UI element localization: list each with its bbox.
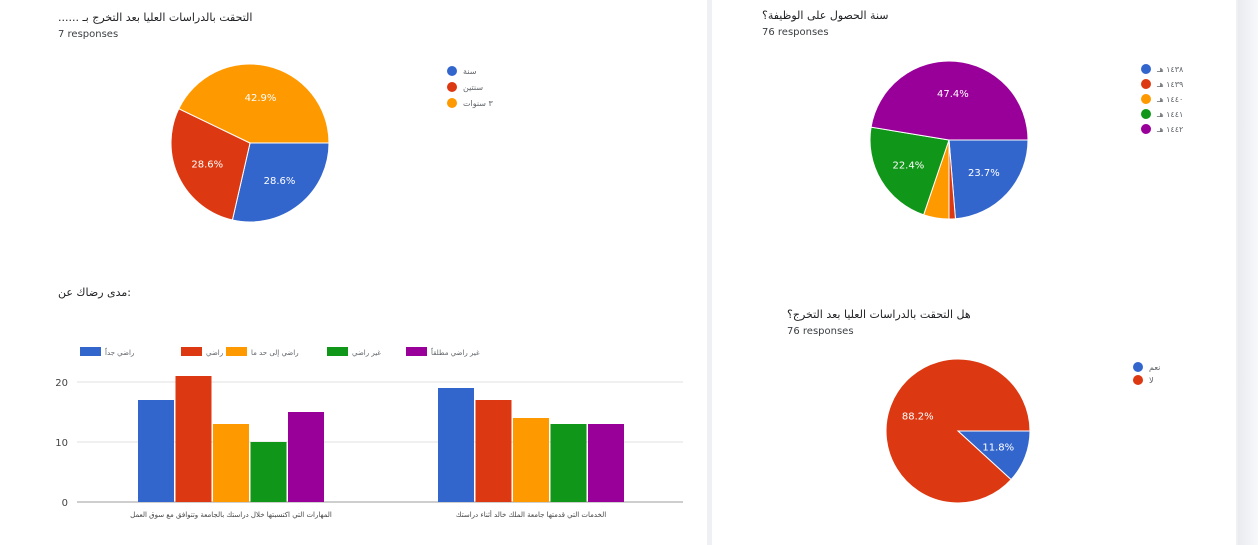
legend-swatch [1141,124,1151,134]
legend-swatch [1133,375,1143,385]
legend-label: ١٤٤٠ هـ [1156,95,1183,104]
legend-swatch [1141,109,1151,119]
x-tick-label: الخدمات التي قدمتها جامعة الملك خالد أثن… [456,510,606,519]
legend-label: راضي [206,349,223,357]
pie-slice [231,142,330,223]
bar-chart: 0 10 20 المهارات التي اكتسبتها خلال دراستك … [55,347,683,519]
y-tick-label: 10 [55,438,68,449]
slice-label: 28.6% [264,176,296,187]
y-tick-label: 20 [55,378,68,389]
legend-swatch [181,347,202,356]
pie-slice [870,60,1029,141]
legend-label: غير راضي مطلقاً [430,347,480,357]
y-tick-label: 0 [62,498,68,509]
legend-label: نعم [1149,363,1160,372]
legend-label: راضي جداً [104,347,134,357]
bar [588,424,624,502]
slice-label: 42.9% [245,93,277,104]
legend-label: ٣ سنوات [463,99,494,108]
slice-label: 88.2% [902,411,934,422]
bar [175,376,212,502]
slice-label: 23.7% [968,168,1000,179]
legend-swatch [447,82,457,92]
legend-swatch [1133,362,1143,372]
legend-label: راضي إلى حد ما [251,349,299,357]
pie-slice [885,358,1031,504]
legend-swatch [80,347,101,356]
legend-label: سنتين [463,83,483,92]
bar [513,418,549,502]
slice-label: 11.8% [982,443,1014,454]
legend-label: ١٤٣٨ هـ [1156,65,1184,74]
pie-slice [170,108,251,221]
legend-swatch [226,347,247,356]
slice-label: 47.4% [937,89,969,100]
pie-chart-2-title: سنة الحصول على الوظيفة؟ [762,9,889,22]
bar [213,424,249,502]
pie-slice [869,126,950,216]
legend-swatch [1141,94,1151,104]
legend-swatch [327,347,348,356]
pie-chart-1: 28.6% 28.6% 42.9% سنة سنتين ٣ سنوات [170,63,494,223]
pie-chart-3-title: هل التحقت بالدراسات العليا بعد التخرج؟ [787,308,971,321]
pie-chart-2-responses: 76 responses [762,27,829,38]
legend-swatch [1141,64,1151,74]
bar [550,424,587,502]
page-edge [1238,0,1258,545]
legend-label: ١٤٣٩ هـ [1156,80,1183,89]
legend-label: ١٤٤٢ هـ [1156,125,1183,134]
bar [138,400,174,502]
legend-label: غير راضي [352,349,381,357]
slice-label: 22.4% [892,160,924,171]
bar [288,412,324,502]
legend-label: ١٤٤١ هـ [1156,110,1183,119]
pie-chart-3-responses: 76 responses [787,326,854,337]
pie-chart-1-responses: 7 responses [58,29,119,40]
legend-label: لا [1149,376,1154,385]
bar [438,388,474,502]
slice-label: 28.6% [191,160,223,171]
pie-slice [948,139,1029,220]
legend-swatch [447,98,457,108]
pie-slice [178,63,330,144]
legend-swatch [1141,79,1151,89]
bar [250,442,287,502]
legend-swatch [406,347,427,356]
bar-chart-title: مدى رضاك عن: [58,286,131,299]
pie-chart-2: 23.7% 22.4% 47.4% ١٤٣٨ هـ ١٤٣٩ هـ ١٤٤٠ هـ ١٤٤١… [869,60,1184,220]
legend-label: سنة [463,67,477,76]
pie-chart-3: 11.8% 88.2% نعم لا [885,358,1160,504]
x-tick-label: المهارات التي اكتسبتها خلال دراستك بالجا… [130,511,332,519]
legend-swatch [447,66,457,76]
pie-chart-1-title: ...... التحقت بالدراسات العليا بعد التخر… [58,11,253,24]
bar [475,400,512,502]
